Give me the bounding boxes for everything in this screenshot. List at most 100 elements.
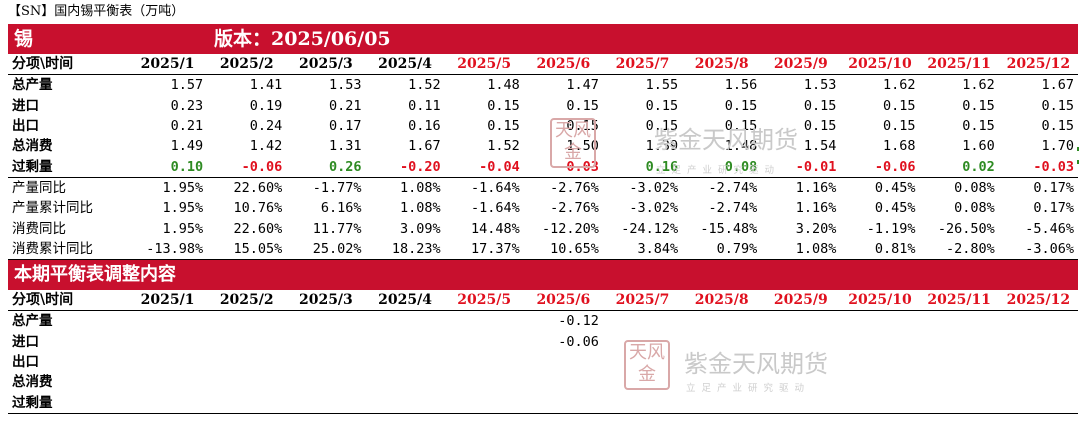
row-label: 消费同比 [12, 220, 66, 237]
table-cell: 0.15 [1041, 118, 1074, 135]
table-cell: 1.08% [365, 176, 445, 199]
table-cell [445, 372, 524, 392]
month-header: 2025/9 [761, 289, 841, 312]
table-cell [761, 372, 840, 392]
table-cell: 0.15 [724, 118, 758, 135]
table-cell [998, 392, 1078, 414]
month-header: 2025/3 [286, 54, 366, 76]
table-cell [840, 372, 919, 392]
table-cell: 1.62 [962, 77, 995, 94]
table-cell: 0.15 [645, 97, 679, 114]
table-cell: 0.15 [803, 118, 837, 135]
table-cell [602, 392, 683, 414]
table-cell [761, 352, 840, 372]
table-cell: 1.39 [645, 138, 679, 155]
table-cell: 1.67 [408, 138, 441, 155]
table-cell [603, 372, 682, 392]
table-cell: -0.03 [558, 158, 599, 175]
table-cell: 1.56 [724, 77, 758, 94]
table-cell [761, 332, 840, 352]
table-cell [920, 352, 999, 372]
table-cell: -26.50% [937, 220, 995, 237]
table-cell: -5.46% [1025, 220, 1074, 237]
header-band: 锡 版本：2025/06/05 [8, 24, 1078, 54]
table-cell: -13.98% [128, 238, 208, 260]
table-cell: 0.17 [328, 118, 362, 135]
table-cell [603, 332, 682, 352]
table-cell: 0.17% [998, 176, 1078, 199]
table-cell: 0.23 [170, 97, 204, 114]
month-header: 2025/5 [444, 54, 524, 76]
table-cell: 22.60% [233, 220, 283, 237]
table-cell [286, 392, 366, 414]
table-cell: 0.15 [645, 118, 679, 135]
month-header: 2025/8 [682, 289, 762, 312]
table-cell [207, 392, 287, 414]
table-cell [999, 311, 1078, 332]
table-cell [682, 392, 762, 414]
month-header: 2025/2 [207, 289, 287, 312]
table-cell: 1.68 [883, 138, 916, 155]
month-header: 2025/4 [365, 289, 445, 312]
table-cell: 0.15 [1041, 97, 1074, 114]
table-cell [365, 332, 444, 352]
month-header: 2025/11 [919, 289, 999, 312]
row-label: 出口 [12, 118, 39, 135]
table-caption: 【SN】国内锡平衡表（万吨） [8, 4, 185, 19]
table-cell: 0.15 [487, 97, 520, 114]
table-cell: 0.79% [682, 238, 762, 260]
table-row: 进口 0.23 0.19 0.21 0.11 0.15 0.15 0.15 0.15 0.15 0.… [8, 96, 1078, 116]
table-row: 进口 -0.06 [8, 332, 1078, 352]
table-cell [207, 311, 286, 332]
month-header: 2025/5 [444, 289, 524, 312]
table-cell: -0.12 [558, 313, 599, 330]
table-cell [286, 311, 365, 332]
month-header: 2025/1 [128, 289, 208, 312]
table-row: 总消费 [8, 372, 1078, 392]
table-cell [523, 392, 603, 414]
table-cell: 1.55 [645, 77, 679, 94]
table-cell: -2.76% [523, 176, 603, 199]
table-cell: -3.02% [602, 176, 683, 199]
table-cell: 1.53 [803, 77, 837, 94]
table-row: 消费累计同比 -13.98% 15.05% 25.02% 18.23% 17.37% 10.… [8, 238, 1078, 260]
month-header: 2025/2 [207, 54, 287, 76]
table-cell [128, 332, 207, 352]
table-cell: 0.15 [566, 118, 599, 135]
table-cell: 1.95% [162, 200, 204, 217]
month-header: 2025/7 [602, 54, 683, 76]
table-cell [445, 352, 524, 372]
table-cell: 1.41 [249, 77, 283, 94]
adjustment-table: 分项\时间 2025/1 2025/2 2025/3 2025/4 2025/5 2025/… [8, 289, 1078, 414]
table-cell: 1.08% [399, 200, 441, 217]
table-cell: 0.15 [883, 118, 916, 135]
table-cell: 0.17% [1033, 200, 1074, 217]
table-cell: 0.21 [170, 118, 204, 135]
table-cell: -3.02% [629, 200, 679, 217]
table-cell: 1.52 [487, 138, 520, 155]
table-cell [682, 372, 761, 392]
table-cell: -0.01 [795, 158, 837, 175]
table-cell: 6.16% [320, 200, 362, 217]
table-cell: -2.74% [708, 200, 758, 217]
table-cell: 1.42 [249, 138, 283, 155]
table-cell [603, 311, 682, 332]
table-cell: 0.26 [328, 158, 362, 175]
table-cell: 0.08% [954, 200, 995, 217]
table-cell: -15.48% [700, 220, 758, 237]
table-cell: 3.09% [399, 220, 441, 237]
table-cell: 1.49 [170, 138, 204, 155]
adjustment-band: 本期平衡表调整内容 [8, 259, 1078, 290]
table-cell: 1.62 [883, 77, 916, 94]
table-cell: 0.19 [249, 97, 283, 114]
table-row: 消费同比 1.95% 22.60% 11.77% 3.09% 14.48% -12.20% -… [8, 218, 1078, 238]
table-cell: 17.37% [444, 238, 524, 260]
table-cell: 0.24 [249, 118, 283, 135]
row-label: 进口 [12, 333, 39, 350]
table-cell [286, 352, 365, 372]
table-cell: 0.16 [408, 118, 441, 135]
row-label: 进口 [12, 97, 39, 114]
month-header: 2025/4 [365, 54, 445, 76]
table-cell [128, 311, 207, 332]
table-cell [524, 352, 603, 372]
